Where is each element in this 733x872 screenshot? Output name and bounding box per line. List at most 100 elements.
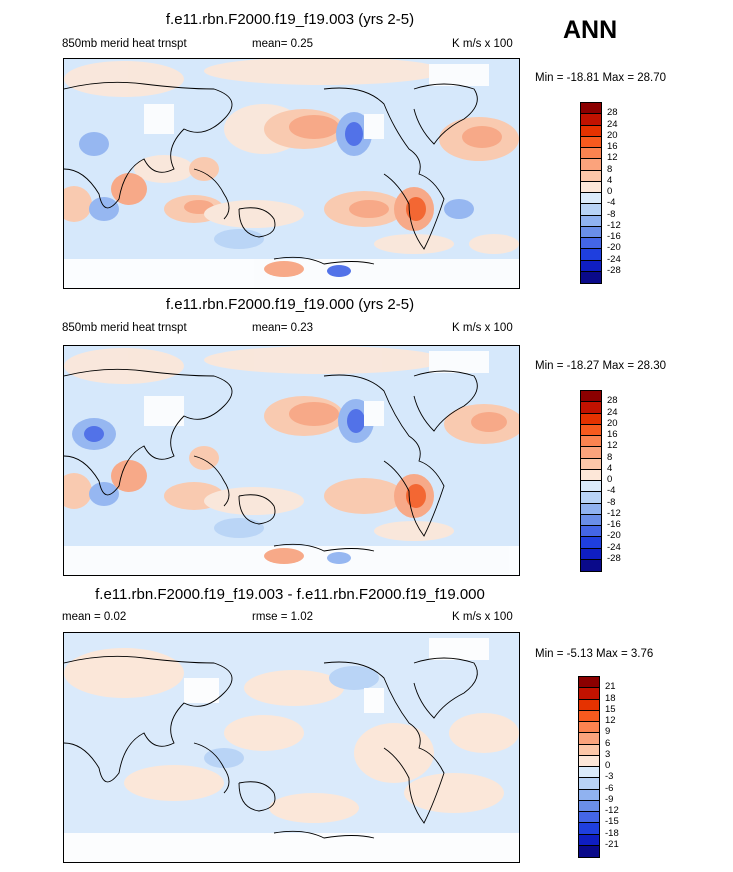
colorbar-tick-label: -8 (607, 208, 616, 220)
panel-1-field-label: 850mb merid heat trnspt (62, 38, 187, 50)
colorbar-tick-label: 28 (607, 107, 618, 119)
colorbar-swatch (579, 812, 599, 824)
panel-3-title: f.e11.rbn.F2000.f19_f19.003 - f.e11.rbn.… (95, 586, 485, 603)
colorbar-tick-label: -28 (607, 264, 621, 276)
panel-2-colorbar (580, 390, 602, 572)
colorbar-swatch (581, 447, 601, 459)
colorbar-tick-label: -4 (607, 485, 616, 497)
colorbar-swatch (581, 391, 601, 403)
colorbar-tick-label: 8 (607, 163, 613, 175)
panel-3-map (63, 632, 520, 863)
colorbar-tick-label: 28 (607, 395, 618, 407)
colorbar-swatch (581, 193, 601, 205)
colorbar-swatch (579, 767, 599, 779)
panel-1-colorbar (580, 102, 602, 284)
panel-1-title: f.e11.rbn.F2000.f19_f19.003 (yrs 2-5) (165, 11, 415, 28)
colorbar-swatch (581, 402, 601, 414)
colorbar-swatch (581, 103, 601, 115)
colorbar-tick-label: -12 (607, 507, 621, 519)
colorbar-swatch (579, 789, 599, 801)
panel-1-map (63, 58, 520, 289)
panel-2-units-label: K m/s x 100 (452, 322, 513, 334)
colorbar-swatch (581, 537, 601, 549)
colorbar-tick-label: 4 (607, 462, 613, 474)
colorbar-tick-label: 21 (605, 681, 616, 693)
colorbar-swatch (581, 260, 601, 272)
colorbar-swatch (581, 204, 601, 216)
colorbar-swatch (579, 834, 599, 846)
colorbar-tick-label: 12 (605, 715, 616, 726)
panel-2-title: f.e11.rbn.F2000.f19_f19.000 (yrs 2-5) (165, 296, 415, 313)
colorbar-swatch (581, 125, 601, 137)
colorbar-tick-label: 12 (607, 152, 618, 164)
colorbar-tick-label: -6 (605, 782, 614, 794)
panel-3-colorbar (578, 676, 600, 858)
colorbar-swatch (581, 148, 601, 160)
colorbar-swatch (581, 458, 601, 470)
colorbar-swatch (581, 526, 601, 538)
colorbar-tick-label: -21 (605, 838, 619, 850)
colorbar-swatch (579, 755, 599, 767)
colorbar-swatch (579, 688, 599, 700)
colorbar-tick-label: 18 (605, 692, 616, 704)
colorbar-tick-label: -12 (605, 805, 619, 816)
colorbar-tick-label: -18 (605, 827, 619, 839)
colorbar-swatch (579, 823, 599, 835)
colorbar-swatch (581, 469, 601, 481)
panel-2-minmax: Min = -18.27 Max = 28.30 (535, 360, 667, 372)
colorbar-swatch (581, 424, 601, 436)
colorbar-tick-label: 0 (607, 474, 613, 485)
colorbar-swatch (581, 271, 601, 283)
colorbar-swatch (579, 845, 599, 857)
colorbar-swatch (581, 503, 601, 515)
colorbar-swatch (581, 159, 601, 171)
colorbar-swatch (581, 215, 601, 227)
colorbar-tick-label: 6 (605, 737, 611, 749)
colorbar-tick-label: -9 (605, 793, 614, 805)
panel-1-minmax: Min = -18.81 Max = 28.70 (535, 72, 667, 84)
panel-1-colorbar-swatches (581, 103, 601, 283)
panel-1-mean-label: mean= 0.25 (252, 38, 314, 50)
colorbar-tick-label: -20 (607, 242, 621, 254)
colorbar-tick-label: -3 (605, 771, 614, 783)
colorbar-swatch (579, 699, 599, 711)
panel-1-units-label: K m/s x 100 (452, 38, 513, 50)
season-label: ANN (563, 16, 618, 44)
colorbar-swatch (579, 800, 599, 812)
colorbar-swatch (581, 170, 601, 182)
colorbar-tick-label: -16 (607, 231, 621, 242)
colorbar-tick-label: 0 (605, 760, 611, 771)
colorbar-swatch (579, 733, 599, 745)
colorbar-swatch (581, 249, 601, 261)
panel-2-mean-label: mean= 0.23 (252, 322, 314, 334)
colorbar-tick-label: 4 (607, 174, 613, 186)
panel-2-field-label: 850mb merid heat trnspt (62, 322, 187, 334)
colorbar-tick-label: 16 (607, 429, 618, 440)
colorbar-tick-label: 20 (607, 129, 618, 141)
colorbar-tick-label: -24 (607, 541, 621, 553)
colorbar-tick-label: 8 (607, 451, 613, 463)
colorbar-swatch (581, 226, 601, 238)
colorbar-swatch (581, 492, 601, 504)
panel-3-contour-field (64, 633, 519, 862)
colorbar-swatch (581, 181, 601, 193)
colorbar-tick-label: -28 (607, 552, 621, 564)
panel-3-minmax: Min = -5.13 Max = 3.76 (535, 648, 654, 660)
colorbar-tick-label: -12 (607, 219, 621, 231)
colorbar-tick-label: 0 (607, 186, 613, 197)
colorbar-swatch (581, 481, 601, 493)
colorbar-tick-label: -4 (607, 197, 616, 209)
panel-2-contour-field (64, 346, 519, 575)
colorbar-tick-label: 24 (607, 406, 618, 418)
colorbar-tick-label: 3 (605, 748, 611, 760)
colorbar-swatch (581, 413, 601, 425)
colorbar-swatch (579, 710, 599, 722)
colorbar-tick-label: 16 (607, 141, 618, 152)
colorbar-tick-label: -8 (607, 496, 616, 508)
colorbar-swatch (579, 778, 599, 790)
colorbar-tick-label: -16 (607, 519, 621, 530)
panel-2-colorbar-swatches (581, 391, 601, 571)
panel-2-map (63, 345, 520, 576)
colorbar-tick-label: 9 (605, 726, 611, 738)
colorbar-swatch (581, 436, 601, 448)
